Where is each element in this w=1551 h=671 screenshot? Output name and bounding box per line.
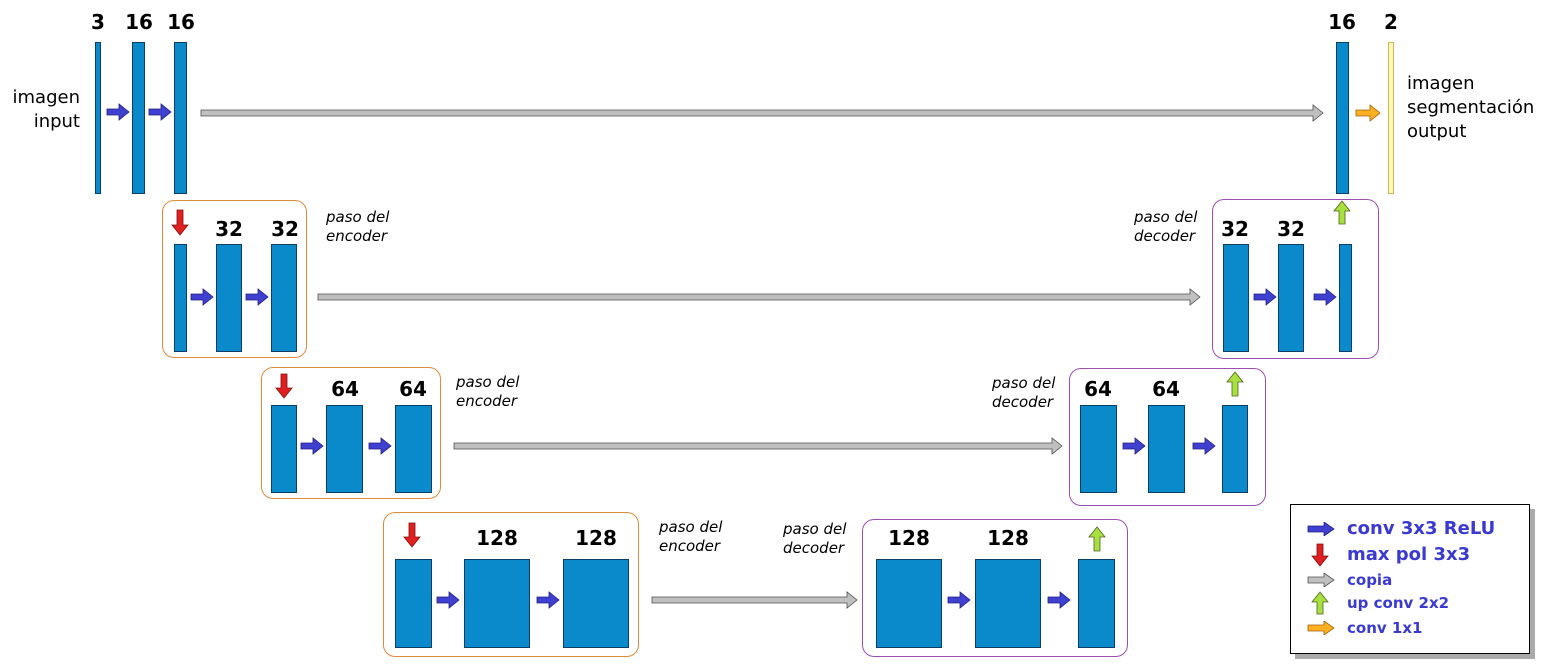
copy-arrow-icon (317, 288, 1201, 306)
conv1x1-arrow-icon (1355, 104, 1381, 122)
channel-label: 64 (331, 377, 359, 401)
copy-arrow-icon (453, 437, 1063, 455)
encoder-stage-2 (261, 367, 441, 499)
legend-item-maxpool: max pol 3x3 (1291, 543, 1529, 567)
layer-dec1-a (1223, 244, 1249, 352)
channel-label: 128 (476, 526, 518, 550)
legend-item-copy: copia (1291, 568, 1529, 592)
channel-label: 32 (215, 217, 243, 241)
channel-label: 16 (1328, 10, 1356, 34)
layer-enc1-pool (174, 244, 187, 352)
conv-arrow-icon (190, 288, 214, 306)
conv-arrow-icon (1192, 437, 1216, 455)
conv-arrow-icon (1253, 288, 1277, 306)
channel-label: 32 (271, 217, 299, 241)
encoder-stage-1 (162, 200, 307, 358)
legend: conv 3x3 ReLU max pol 3x3 copia up conv … (1290, 504, 1530, 654)
conv-arrow-icon (1122, 437, 1146, 455)
conv-arrow-icon (300, 437, 324, 455)
legend-item-conv: conv 3x3 ReLU (1291, 517, 1529, 541)
channel-label: 128 (888, 526, 930, 550)
legend-label: up conv 2x2 (1347, 594, 1450, 612)
decoder-stage-1 (1212, 199, 1379, 359)
decoder-step-note: paso del decoder (783, 520, 847, 557)
copy-arrow-icon (1307, 573, 1335, 587)
encoder-step-note: paso del encoder (659, 518, 723, 555)
layer-enc2-b (395, 405, 432, 493)
copy-arrow-icon (651, 591, 858, 609)
maxpool-arrow-icon (403, 522, 421, 548)
encoder-stage-3 (383, 512, 639, 657)
layer-enc3-a (464, 559, 530, 648)
upconv-arrow-icon (1226, 371, 1244, 397)
legend-label: conv 1x1 (1347, 619, 1423, 637)
layer-enc2-pool (271, 405, 297, 493)
conv-arrow-icon (1047, 591, 1071, 609)
conv-arrow-icon (245, 288, 269, 306)
layer-input-3 (95, 42, 101, 194)
decoder-step-note: paso del decoder (992, 374, 1056, 411)
copy-arrow-icon (200, 104, 1324, 122)
layer-output-2 (1388, 42, 1394, 194)
conv-arrow-icon (368, 437, 392, 455)
conv-arrow-icon (436, 591, 460, 609)
conv-arrow-icon (1307, 522, 1335, 536)
decoder-stage-2 (1069, 368, 1266, 506)
channel-label: 3 (91, 10, 105, 34)
upconv-arrow-icon (1311, 591, 1329, 615)
conv-arrow-icon (148, 103, 172, 121)
channel-label: 128 (987, 526, 1029, 550)
layer-dec1-up (1339, 244, 1352, 352)
channel-label: 32 (1277, 217, 1305, 241)
upconv-arrow-icon (1088, 526, 1106, 552)
channel-label: 128 (575, 526, 617, 550)
encoder-step-note: paso del encoder (456, 373, 520, 410)
layer-dec3-a (876, 559, 942, 648)
channel-label: 16 (167, 10, 195, 34)
channel-label: 64 (399, 377, 427, 401)
layer-dec3-up (1078, 559, 1115, 648)
legend-label: conv 3x3 ReLU (1347, 518, 1496, 539)
layer-enc1-b (271, 244, 297, 352)
conv-arrow-icon (1313, 288, 1337, 306)
channel-label: 64 (1084, 377, 1112, 401)
input-image-label: imagen input (12, 87, 80, 132)
conv-arrow-icon (947, 591, 971, 609)
layer-enc2-a (326, 405, 363, 493)
legend-item-conv1x1: conv 1x1 (1291, 616, 1529, 640)
legend-label: max pol 3x3 (1347, 544, 1471, 565)
layer-enc1-a (216, 244, 242, 352)
layer-dec2-b (1148, 405, 1185, 493)
legend-label: copia (1347, 571, 1393, 589)
decoder-step-note: paso del decoder (1134, 208, 1198, 245)
conv1x1-arrow-icon (1307, 621, 1335, 635)
layer-enc0-a (132, 42, 145, 194)
layer-enc3-b (563, 559, 629, 648)
channel-label: 2 (1384, 10, 1398, 34)
maxpool-arrow-icon (171, 209, 189, 236)
layer-enc3-pool (395, 559, 432, 648)
layer-dec3-b (975, 559, 1041, 648)
conv-arrow-icon (106, 103, 130, 121)
layer-dec1-b (1278, 244, 1304, 352)
layer-dec2-up (1222, 405, 1248, 493)
maxpool-arrow-icon (275, 373, 293, 399)
channel-label: 32 (1221, 217, 1249, 241)
output-image-label: imagen segmentación output (1407, 73, 1535, 142)
decoder-stage-3 (862, 519, 1128, 657)
maxpool-arrow-icon (1311, 543, 1329, 567)
channel-label: 16 (125, 10, 153, 34)
upconv-arrow-icon (1333, 200, 1351, 225)
layer-dec0 (1336, 42, 1349, 194)
channel-label: 64 (1152, 377, 1180, 401)
legend-item-upconv: up conv 2x2 (1291, 591, 1529, 615)
layer-enc0-b (174, 42, 187, 194)
conv-arrow-icon (536, 591, 560, 609)
encoder-step-note: paso del encoder (326, 208, 390, 245)
layer-dec2-a (1080, 405, 1117, 493)
